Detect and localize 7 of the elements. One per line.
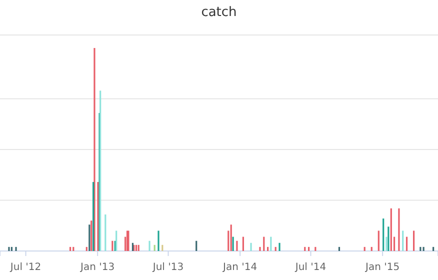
x-tick-label: Jul '14 [294,262,326,273]
x-tick-label: Jan '15 [364,262,400,273]
x-tick-label: Jul '12 [9,262,42,273]
x-tick-label: Jul '13 [152,262,184,273]
x-tick-label: Jan '13 [80,262,115,273]
x-tick-label: Jan '14 [222,262,258,273]
chart-title: catch [201,5,237,20]
